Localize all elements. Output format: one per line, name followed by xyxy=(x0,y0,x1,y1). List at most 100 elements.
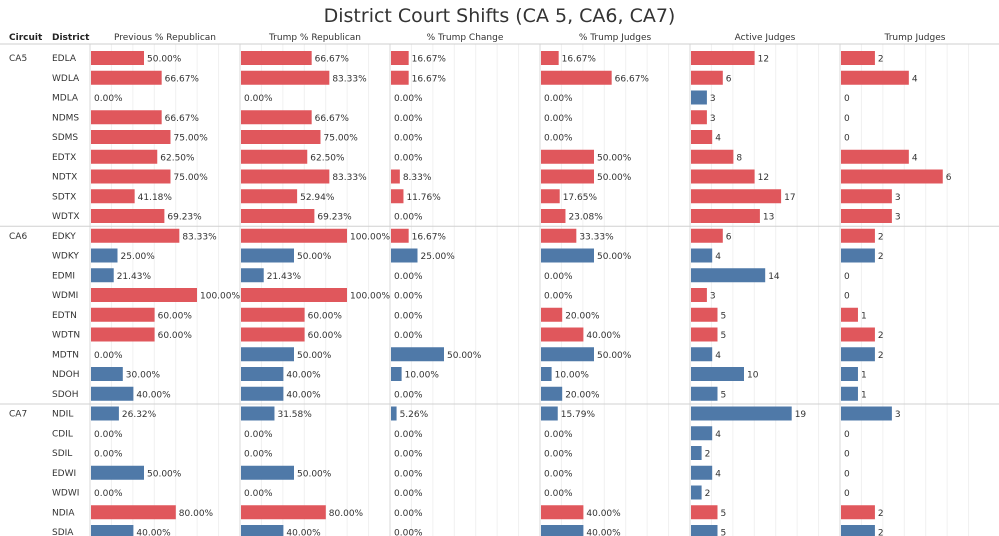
bar-prev xyxy=(91,465,144,480)
bar-active xyxy=(691,485,702,500)
value-label-trump_rep: 69.23% xyxy=(317,213,352,223)
value-label-trump_judges_pct: 50.00% xyxy=(597,173,632,183)
district-label: MDLA xyxy=(52,94,79,104)
bar-trump_rep xyxy=(241,465,294,480)
bar-prev xyxy=(91,307,155,322)
value-label-trump_judges: 0 xyxy=(844,292,850,302)
value-label-active: 3 xyxy=(710,292,716,302)
value-label-trump_rep: 100.00% xyxy=(350,232,390,242)
value-label-trump_rep: 52.94% xyxy=(300,193,335,203)
value-label-trump_judges: 1 xyxy=(861,390,867,400)
district-label: NDIA xyxy=(52,508,75,518)
bar-trump_rep xyxy=(241,307,305,322)
bar-trump_rep xyxy=(241,51,312,65)
bar-trump_rep xyxy=(241,110,312,125)
value-label-trump_rep: 40.00% xyxy=(286,390,321,400)
value-label-change: 0.00% xyxy=(394,489,423,499)
value-label-change: 0.00% xyxy=(394,114,423,124)
bar-trump_judges xyxy=(841,70,909,85)
circuit-header: Circuit xyxy=(9,33,43,43)
value-label-prev: 80.00% xyxy=(179,509,214,519)
bar-active xyxy=(691,505,718,520)
value-label-active: 8 xyxy=(736,153,742,163)
value-label-active: 4 xyxy=(715,351,721,361)
value-label-change: 50.00% xyxy=(447,351,482,361)
value-label-active: 2 xyxy=(705,489,711,499)
value-label-trump_judges_pct: 15.79% xyxy=(561,410,596,420)
value-label-active: 14 xyxy=(768,272,780,282)
value-label-prev: 21.43% xyxy=(117,272,152,282)
value-label-change: 0.00% xyxy=(394,529,423,536)
value-label-prev: 0.00% xyxy=(94,94,123,104)
bar-trump_judges xyxy=(841,367,858,381)
value-label-change: 0.00% xyxy=(394,94,423,104)
value-label-change: 0.00% xyxy=(394,469,423,479)
bar-trump_judges xyxy=(841,149,909,164)
value-label-trump_judges: 0 xyxy=(844,134,850,144)
bar-prev xyxy=(91,386,134,401)
value-label-trump_judges_pct: 0.00% xyxy=(544,272,573,282)
value-label-trump_judges: 2 xyxy=(878,331,884,341)
value-label-prev: 50.00% xyxy=(147,469,182,479)
value-label-change: 0.00% xyxy=(394,331,423,341)
bar-prev xyxy=(91,268,114,283)
bar-active xyxy=(691,130,713,144)
value-label-active: 12 xyxy=(758,173,769,183)
value-label-active: 17 xyxy=(784,193,795,203)
value-label-trump_judges: 0 xyxy=(844,94,850,104)
value-label-trump_rep: 62.50% xyxy=(310,153,345,163)
district-label: WDTN xyxy=(52,331,80,341)
value-label-prev: 26.32% xyxy=(122,410,157,420)
bar-trump_judges_pct xyxy=(541,169,594,184)
value-label-change: 0.00% xyxy=(394,390,423,400)
value-label-trump_judges: 1 xyxy=(861,311,867,321)
value-label-trump_judges_pct: 0.00% xyxy=(544,114,573,124)
value-label-prev: 60.00% xyxy=(158,331,193,341)
value-label-trump_rep: 21.43% xyxy=(267,272,302,282)
bar-active xyxy=(691,149,734,164)
bar-active xyxy=(691,525,718,536)
value-label-prev: 50.00% xyxy=(147,55,182,65)
value-label-trump_rep: 60.00% xyxy=(308,311,343,321)
value-label-change: 5.26% xyxy=(400,410,429,420)
bar-active xyxy=(691,110,707,125)
value-label-active: 5 xyxy=(721,311,727,321)
district-label: SDIL xyxy=(52,449,72,459)
value-label-active: 13 xyxy=(763,213,774,223)
value-label-trump_judges_pct: 40.00% xyxy=(586,509,621,519)
bar-trump_rep xyxy=(241,189,298,204)
value-label-trump_judges: 0 xyxy=(844,430,850,440)
value-label-trump_judges_pct: 0.00% xyxy=(544,469,573,479)
value-label-trump_judges_pct: 20.00% xyxy=(565,311,600,321)
bar-change xyxy=(391,228,409,243)
value-label-prev: 40.00% xyxy=(136,529,171,536)
bar-active xyxy=(691,347,713,362)
bar-trump_rep xyxy=(241,386,284,401)
value-label-trump_judges_pct: 0.00% xyxy=(544,134,573,144)
bar-active xyxy=(691,248,713,263)
value-label-trump_rep: 75.00% xyxy=(324,134,359,144)
bar-active xyxy=(691,307,718,322)
bar-active xyxy=(691,209,760,223)
value-label-active: 3 xyxy=(710,114,716,124)
value-label-trump_rep: 66.67% xyxy=(315,114,350,124)
value-label-prev: 0.00% xyxy=(94,489,123,499)
district-label: NDIL xyxy=(52,410,73,420)
district-label: EDLA xyxy=(52,54,77,64)
column-header-trump_judges_pct: % Trump Judges xyxy=(579,33,652,43)
bar-trump_judges xyxy=(841,406,892,421)
value-label-trump_judges: 0 xyxy=(844,272,850,282)
bar-active xyxy=(691,446,702,460)
bar-trump_rep xyxy=(241,268,264,283)
bar-trump_judges_pct xyxy=(541,70,612,85)
district-label: SDOH xyxy=(52,390,79,400)
value-label-trump_judges_pct: 23.08% xyxy=(568,213,603,223)
value-label-prev: 62.50% xyxy=(160,153,195,163)
value-label-active: 2 xyxy=(705,450,711,460)
value-label-trump_rep: 80.00% xyxy=(329,509,364,519)
bar-prev xyxy=(91,248,118,263)
value-label-trump_rep: 60.00% xyxy=(308,331,343,341)
value-label-trump_rep: 50.00% xyxy=(297,351,332,361)
bar-trump_judges xyxy=(841,505,875,520)
value-label-change: 0.00% xyxy=(394,430,423,440)
